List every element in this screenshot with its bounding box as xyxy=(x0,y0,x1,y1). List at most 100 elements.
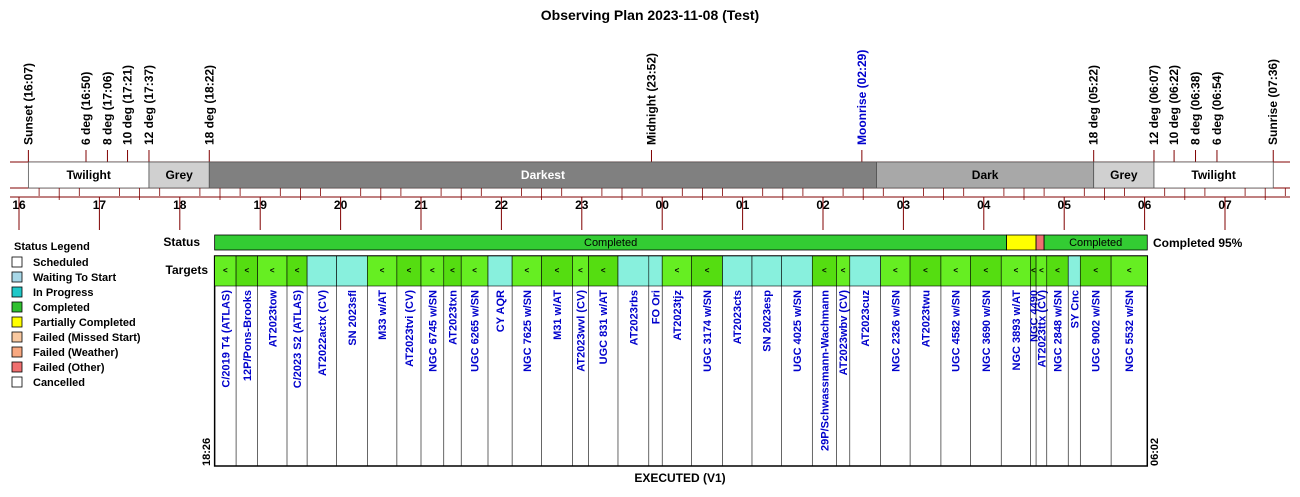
band-label: Darkest xyxy=(521,168,565,182)
target-name: UGC 4582 w/SN xyxy=(951,290,963,372)
event-label: Sunset (16:07) xyxy=(21,63,35,145)
legend-swatch xyxy=(11,376,23,388)
target-name: UGC 4025 w/SN xyxy=(792,290,804,372)
target-mark: < xyxy=(430,266,435,275)
target-mark: < xyxy=(223,266,228,275)
legend-label: Partially Completed xyxy=(33,317,136,329)
target-block xyxy=(880,255,911,287)
target-name: NGC 4490 xyxy=(1028,290,1040,342)
target-mark: < xyxy=(953,266,958,275)
target-name: CY AQR xyxy=(495,290,507,332)
target-name: M33 w/AT xyxy=(377,290,389,340)
legend-label: Cancelled xyxy=(33,377,85,389)
target-name: UGC 9002 w/SN xyxy=(1091,290,1103,372)
legend-swatch xyxy=(11,316,23,328)
legend-label: Failed (Weather) xyxy=(33,347,119,359)
legend-label: Failed (Other) xyxy=(33,362,105,374)
target-name: AT2023cts xyxy=(732,290,744,344)
target-name: SN 2023esp xyxy=(762,290,774,352)
target-name: 12P/Pons-Brooks xyxy=(242,290,254,381)
hour-label: 07 xyxy=(1218,198,1232,212)
event-label: 6 deg (16:50) xyxy=(79,72,93,145)
legend-label: In Progress xyxy=(33,287,94,299)
status-bar: Completed Completed xyxy=(214,234,1148,251)
target-name: NGC 6745 w/SN xyxy=(427,290,439,372)
target-name: AT2023wvl (CV) xyxy=(575,290,587,372)
target-block xyxy=(661,255,692,287)
legend-label: Scheduled xyxy=(33,257,89,269)
event-label: 10 deg (06:22) xyxy=(1167,65,1181,145)
band-label: Dark xyxy=(972,168,999,182)
hour-label: 05 xyxy=(1058,198,1072,212)
target-block xyxy=(751,255,782,287)
band-label: Twilight xyxy=(1191,168,1235,182)
hour-label: 04 xyxy=(977,198,991,212)
status-segment-label: Completed xyxy=(1069,237,1122,249)
start-time-label: 18:26 xyxy=(201,438,213,466)
status-segment xyxy=(1006,234,1037,251)
legend-swatch xyxy=(11,301,23,313)
event-label: 8 deg (06:38) xyxy=(1189,72,1203,145)
legend-swatch xyxy=(11,361,23,373)
target-name: C/2023 S2 (ATLAS) xyxy=(292,290,304,389)
band-twilight xyxy=(27,161,150,189)
status-legend: Status Legend Scheduled Waiting To Start In… xyxy=(11,241,141,389)
event-label: 18 deg (18:22) xyxy=(202,65,216,145)
target-name: AT2023twu xyxy=(921,290,933,347)
band-twilight xyxy=(1153,161,1274,189)
target-mark: < xyxy=(295,266,300,275)
target-block xyxy=(1067,255,1081,287)
hour-label: 18 xyxy=(173,198,187,212)
hour-label: 17 xyxy=(93,198,107,212)
target-name: SY Cnc xyxy=(1069,290,1081,328)
target-name: M31 w/AT xyxy=(552,290,564,340)
target-mark: < xyxy=(1039,266,1044,275)
target-mark: < xyxy=(555,266,560,275)
target-block xyxy=(511,255,542,287)
chart-title: Observing Plan 2023-11-08 (Test) xyxy=(541,7,759,23)
legend-swatch xyxy=(11,271,23,283)
hour-label: 16 xyxy=(12,198,26,212)
hour-label: 19 xyxy=(254,198,268,212)
target-block xyxy=(1000,255,1031,287)
target-block xyxy=(781,255,813,287)
hour-label: 21 xyxy=(414,198,428,212)
target-name: AT2022actx (CV) xyxy=(317,290,329,376)
band-label: Grey xyxy=(1110,168,1138,182)
target-block xyxy=(367,255,398,287)
target-mark: < xyxy=(1014,266,1019,275)
completed-summary: Completed 95% xyxy=(1153,236,1243,250)
band-label: Grey xyxy=(165,168,193,182)
target-block xyxy=(396,255,422,287)
target-block xyxy=(487,255,513,287)
target-mark: < xyxy=(1127,266,1132,275)
target-mark: < xyxy=(893,266,898,275)
event-label: 6 deg (06:54) xyxy=(1210,72,1224,145)
legend-swatch xyxy=(11,346,23,358)
event-label: 8 deg (17:06) xyxy=(100,72,114,145)
hour-label: 20 xyxy=(334,198,348,212)
target-name: AT2023cuz xyxy=(860,290,872,347)
target-block xyxy=(691,255,723,287)
target-block xyxy=(970,255,1002,287)
target-block xyxy=(541,255,573,287)
status-segment xyxy=(1043,234,1148,251)
target-name: NGC 3690 w/SN xyxy=(981,290,993,372)
target-mark: < xyxy=(675,266,680,275)
target-block xyxy=(1110,255,1148,287)
target-mark: < xyxy=(244,266,249,275)
target-mark: < xyxy=(601,266,606,275)
hour-axis: 16 17 18 19 20 21 22 23 00 01 02 03 04 05 06 07 xyxy=(10,188,1290,230)
event-label: 12 deg (06:07) xyxy=(1147,65,1161,145)
target-block xyxy=(257,255,288,287)
target-name: NGC 3893 w/AT xyxy=(1011,290,1023,371)
status-segment-label: Completed xyxy=(584,237,637,249)
target-name: UGC 3174 w/SN xyxy=(702,290,714,372)
target-name: NGC 5532 w/SN xyxy=(1124,290,1136,372)
target-block xyxy=(940,255,971,287)
band-grey xyxy=(148,161,210,189)
hour-label: 01 xyxy=(736,198,750,212)
target-mark: < xyxy=(407,266,412,275)
target-name: AT2023tow xyxy=(267,290,279,348)
